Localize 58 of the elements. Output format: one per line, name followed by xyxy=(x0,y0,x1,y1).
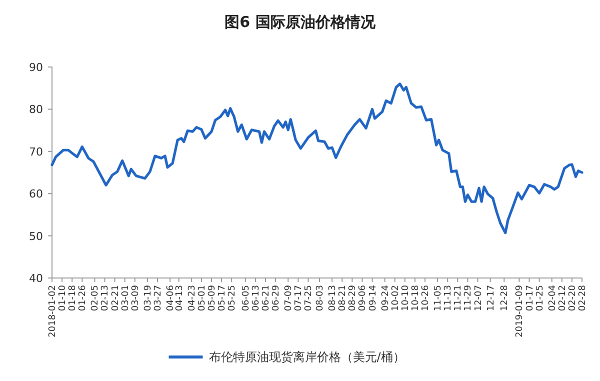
x-tick-label: 11-29 xyxy=(464,284,474,312)
y-tick-label: 80 xyxy=(29,103,43,116)
x-tick-label: 02-21 xyxy=(110,285,121,312)
y-tick-label: 70 xyxy=(29,145,43,158)
x-tick-label: 07-25 xyxy=(304,285,314,312)
y-tick-label: 90 xyxy=(29,61,43,74)
x-tick-label: 02-20 xyxy=(568,284,578,312)
x-tick-label: 03-27 xyxy=(154,285,164,312)
x-tick-label: 11-21 xyxy=(454,285,464,312)
x-tick-label: 11-05 xyxy=(434,285,444,312)
x-tick-label: 09-24 xyxy=(380,284,391,312)
x-tick-label: 01-26 xyxy=(78,284,88,312)
x-tick-label: 01-25 xyxy=(535,285,546,312)
x-tick-label: 06-21 xyxy=(262,285,272,312)
x-tick-label: 05-17 xyxy=(218,285,228,312)
chart-title: 图6 国际原油价格情况 xyxy=(224,13,376,31)
x-tick-label: 07-17 xyxy=(294,285,304,312)
x-tick-label: 10-26 xyxy=(421,284,432,312)
x-tick-label: 02-28 xyxy=(578,284,588,312)
x-tick-label: 07-09 xyxy=(284,284,294,312)
x-tick-label: 02-05 xyxy=(90,285,101,312)
x-tick-label: 09-14 xyxy=(368,284,378,312)
x-tick-label: 12-28 xyxy=(500,284,510,312)
x-tick-label: 05-25 xyxy=(228,285,238,312)
y-tick-label: 60 xyxy=(29,188,43,201)
x-tick-label: 04-23 xyxy=(187,285,198,312)
x-tick-label: 2019-01-09 xyxy=(515,284,526,338)
x-tick-label: 2018-01-02 xyxy=(48,285,58,338)
x-tick-label: 03-09 xyxy=(130,284,141,312)
x-tick-label: 10-02 xyxy=(390,285,401,312)
x-tick-label: 06-13 xyxy=(251,285,262,312)
x-tick-label: 03-01 xyxy=(120,285,131,312)
x-tick-label: 08-03 xyxy=(316,285,326,312)
x-tick-label: 06-29 xyxy=(272,284,282,312)
x-tick-label: 04-13 xyxy=(174,285,185,312)
x-tick-label: 01-17 xyxy=(525,285,536,312)
x-tick-label: 01-10 xyxy=(58,284,68,312)
x-tick-label: 06-05 xyxy=(241,285,252,312)
x-tick-label: 02-13 xyxy=(100,285,111,312)
x-tick-label: 03-19 xyxy=(143,284,154,312)
x-tick-label: 05-09 xyxy=(208,284,218,312)
x-tick-label: 04-06 xyxy=(166,284,176,312)
x-tick-label: 12-17 xyxy=(486,285,496,312)
x-tick-label: 11-13 xyxy=(444,285,454,312)
x-tick-label: 08-13 xyxy=(328,285,338,312)
x-tick-label: 05-01 xyxy=(197,285,208,312)
y-tick-label: 40 xyxy=(29,272,43,285)
x-tick-label: 09-06 xyxy=(358,284,368,312)
legend-label: 布伦特原油现货离岸价格（美元/桶） xyxy=(208,350,405,364)
x-tick-label: 02-04 xyxy=(548,284,558,312)
x-tick-label: 10-10 xyxy=(400,284,411,312)
x-tick-label: 08-21 xyxy=(338,285,348,312)
y-tick-label: 50 xyxy=(29,230,43,243)
x-tick-label: 02-12 xyxy=(558,285,568,312)
x-tick-label: 01-18 xyxy=(68,284,78,312)
x-tick-label: 10-18 xyxy=(410,284,421,312)
x-tick-label: 12-07 xyxy=(474,285,484,312)
x-tick-label: 08-29 xyxy=(348,284,358,312)
